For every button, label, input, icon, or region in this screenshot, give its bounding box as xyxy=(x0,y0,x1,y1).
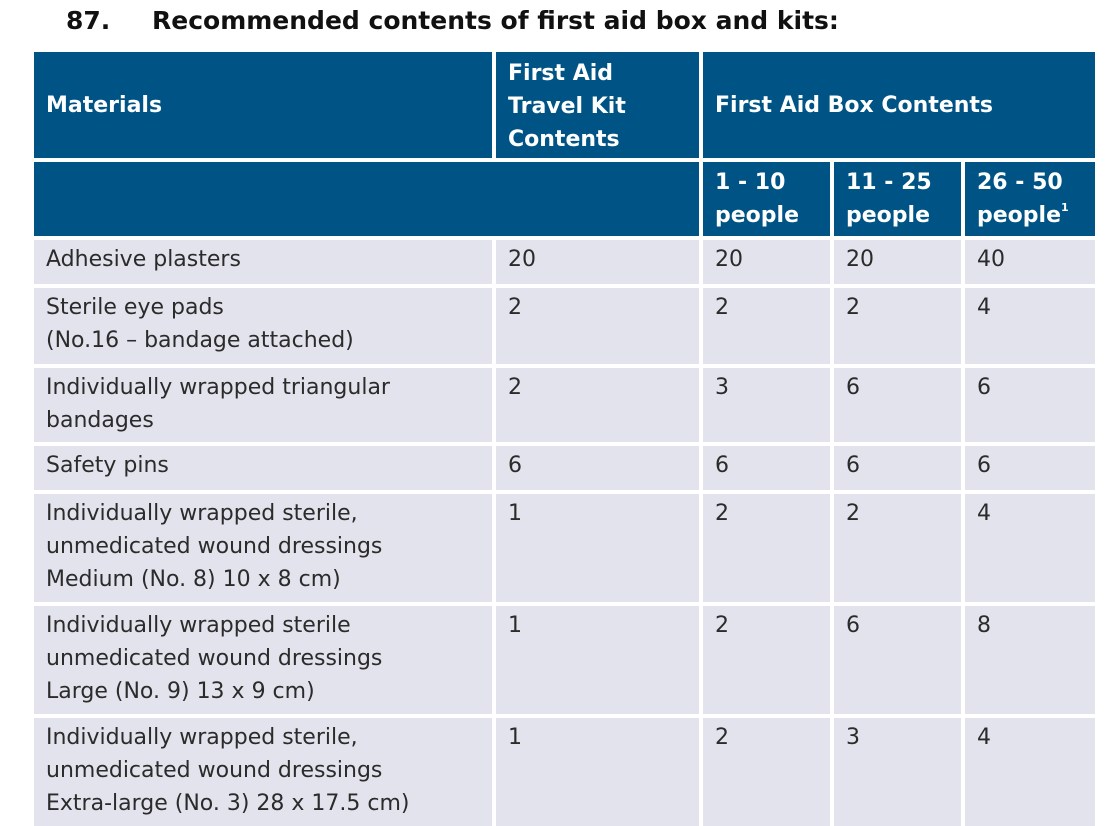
box-1-10-cell: 6 xyxy=(703,446,830,490)
header-11-25-people: 11 - 25 people xyxy=(834,162,961,236)
box-26-50-cell: 8 xyxy=(965,606,1095,714)
box-1-10-cell: 2 xyxy=(703,288,830,364)
material-cell: Individually wrapped sterile unmedicated… xyxy=(34,606,492,714)
travel-kit-cell: 20 xyxy=(496,240,699,284)
material-cell: Individually wrapped sterile, unmedicate… xyxy=(34,494,492,602)
box-1-10-cell: 2 xyxy=(703,718,830,826)
travel-kit-cell: 1 xyxy=(496,494,699,602)
box-26-50-cell: 6 xyxy=(965,446,1095,490)
box-26-50-cell: 4 xyxy=(965,288,1095,364)
box-11-25-cell: 2 xyxy=(834,494,961,602)
material-cell: Sterile eye pads (No.16 – bandage attach… xyxy=(34,288,492,364)
box-11-25-cell: 3 xyxy=(834,718,961,826)
box-11-25-cell: 6 xyxy=(834,606,961,714)
header-26-50-label: 26 - 50 people xyxy=(977,170,1063,228)
material-cell: Individually wrapped triangular bandages xyxy=(34,368,492,442)
header-travel-kit: First Aid Travel Kit Contents xyxy=(496,52,699,158)
box-26-50-cell: 40 xyxy=(965,240,1095,284)
footnote-marker: 1 xyxy=(1061,201,1069,214)
box-11-25-cell: 20 xyxy=(834,240,961,284)
box-11-25-cell: 6 xyxy=(834,446,961,490)
header-materials: Materials xyxy=(34,52,492,158)
box-1-10-cell: 2 xyxy=(703,606,830,714)
box-26-50-cell: 6 xyxy=(965,368,1095,442)
header-1-10-people: 1 - 10 people xyxy=(703,162,830,236)
box-1-10-cell: 3 xyxy=(703,368,830,442)
box-26-50-cell: 4 xyxy=(965,718,1095,826)
travel-kit-cell: 1 xyxy=(496,606,699,714)
header-26-50-people: 26 - 50 people1 xyxy=(965,162,1095,236)
section-number: 87. xyxy=(66,6,111,35)
header-box-contents: First Aid Box Contents xyxy=(703,52,1095,158)
box-1-10-cell: 2 xyxy=(703,494,830,602)
travel-kit-cell: 2 xyxy=(496,368,699,442)
travel-kit-cell: 6 xyxy=(496,446,699,490)
material-cell: Safety pins xyxy=(34,446,492,490)
material-cell: Individually wrapped sterile, unmedicate… xyxy=(34,718,492,826)
header-blank xyxy=(34,162,699,236)
box-26-50-cell: 4 xyxy=(965,494,1095,602)
box-1-10-cell: 20 xyxy=(703,240,830,284)
section-heading: 87. Recommended contents of first aid box… xyxy=(66,6,839,35)
box-11-25-cell: 6 xyxy=(834,368,961,442)
first-aid-contents-table: Materials First Aid Travel Kit Contents … xyxy=(34,52,1095,826)
travel-kit-cell: 2 xyxy=(496,288,699,364)
box-11-25-cell: 2 xyxy=(834,288,961,364)
section-title: Recommended contents of first aid box an… xyxy=(152,6,839,35)
material-cell: Adhesive plasters xyxy=(34,240,492,284)
travel-kit-cell: 1 xyxy=(496,718,699,826)
